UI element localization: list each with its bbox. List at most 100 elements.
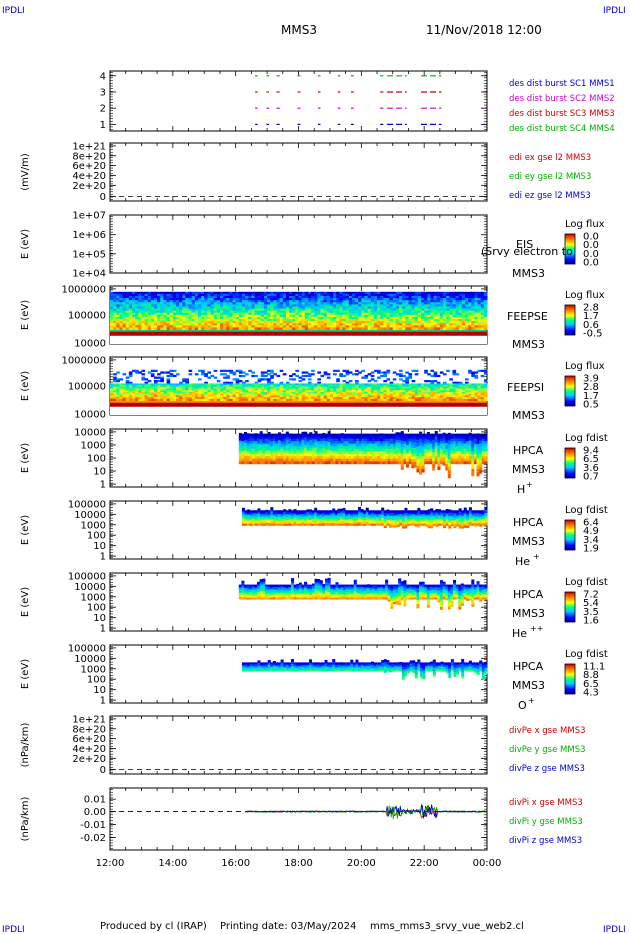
spectrogram-cell: [367, 393, 372, 396]
y-tick-label: 2: [100, 104, 106, 115]
spectrogram-cell: [433, 304, 438, 307]
y-axis-label: E (eV): [20, 371, 31, 401]
spectrogram-cell: [288, 448, 292, 452]
spectrogram-cell: [138, 390, 142, 393]
spectrogram-cell: [273, 298, 278, 301]
spectrogram-cell: [323, 302, 328, 305]
spectrogram-cell: [191, 386, 196, 390]
spectrogram-cell: [201, 321, 205, 324]
spectrogram-cell: [289, 388, 293, 391]
spectrogram-cell: [194, 393, 199, 396]
spectrogram-cell: [471, 314, 475, 318]
spectrogram-cell: [223, 300, 227, 303]
colorbar-tick-label: 0.0: [583, 258, 599, 269]
spectrogram-cell: [301, 431, 305, 435]
colorbar-title: Log flux: [565, 219, 605, 230]
spectrogram-cell: [172, 310, 177, 314]
spectrogram-cell: [291, 441, 295, 445]
spectrogram-cell: [329, 393, 334, 396]
spectrogram-cell: [207, 383, 212, 386]
spectrogram-cell: [355, 386, 359, 390]
spectrogram-cell: [405, 302, 409, 305]
spectrogram-cell: [216, 291, 221, 295]
spectrogram-cell: [213, 376, 218, 379]
spectrogram-cell: [197, 391, 202, 395]
spectrogram-cell: [465, 321, 469, 324]
spectrogram-cell: [325, 448, 329, 452]
spectrogram-cell: [461, 316, 466, 320]
spectrogram-cell: [238, 435, 242, 439]
spectrogram-cell: [157, 304, 161, 307]
spectrogram-cell: [122, 397, 127, 400]
spectrogram-cell: [342, 383, 347, 386]
spectrogram-cell: [314, 450, 318, 454]
spectrogram-cell: [298, 293, 303, 297]
spectrogram-cell: [314, 395, 318, 398]
spectrogram-cell: [461, 304, 466, 307]
spectrogram-cell: [263, 390, 268, 393]
spectrogram-cell: [141, 300, 146, 303]
spectrogram-cell: [364, 327, 369, 330]
spectrogram-cell: [364, 386, 369, 390]
spectrogram-cell: [280, 438, 284, 442]
spectrogram-cell: [339, 300, 343, 303]
spectrogram-cell: [417, 302, 422, 305]
spectrogram-cell: [446, 316, 450, 320]
spectrogram-cell: [339, 395, 343, 398]
spectrogram-cell: [449, 390, 453, 393]
spectrogram-cell: [343, 441, 347, 445]
spectrogram-cell: [319, 456, 323, 460]
spectrogram-cell: [210, 397, 215, 400]
spectrogram-cell: [351, 306, 356, 310]
spectrogram-cell: [262, 456, 266, 460]
spectrogram-cell: [336, 395, 340, 398]
spectrogram-cell: [307, 298, 312, 301]
spectrogram-cell: [327, 436, 331, 440]
spectrogram-cell: [110, 293, 114, 297]
spectrogram-cell: [251, 310, 256, 314]
spectrogram-cell: [336, 385, 340, 388]
spectrogram-cell: [439, 327, 444, 330]
spectrogram-cell: [433, 395, 438, 398]
spectrogram-cell: [245, 306, 249, 310]
spectrogram-cell: [276, 295, 281, 299]
spectrogram-cell: [141, 306, 146, 310]
spectrogram-cell: [197, 397, 202, 400]
spectrogram-cell: [436, 391, 441, 395]
y-tick-label: 6e+20: [72, 161, 106, 172]
spectrogram-cell: [411, 391, 416, 395]
spectrogram-cell: [377, 295, 381, 299]
spectrogram-cell: [175, 395, 180, 398]
spectrogram-cell: [329, 398, 334, 401]
spectrogram-cell: [338, 441, 342, 445]
spectrogram-cell: [248, 304, 252, 307]
spectrogram-cell: [276, 306, 281, 310]
spectrogram-cell: [135, 369, 139, 372]
spectrogram-cell: [293, 456, 297, 460]
spectrogram-cell: [264, 458, 268, 462]
spectrogram-cell: [370, 386, 375, 390]
spectrogram-cell: [175, 302, 180, 305]
spectrogram-cell: [201, 393, 205, 396]
spectrogram-cell: [264, 433, 268, 437]
spectrogram-cell: [291, 448, 295, 452]
spectrogram-cell: [323, 293, 328, 297]
spectrogram-cell: [216, 383, 221, 386]
spectrogram-cell: [293, 458, 297, 462]
spectrogram-cell: [197, 393, 202, 396]
spectrogram-cell: [383, 321, 387, 324]
spectrogram-cell: [153, 314, 158, 318]
spectrogram-cell: [185, 310, 190, 314]
spectrogram-cell: [326, 293, 331, 297]
spectrogram-cell: [175, 388, 180, 391]
spectrogram-cell: [414, 295, 419, 299]
spectrogram-cell: [248, 293, 252, 297]
spectrogram-cell: [264, 448, 268, 452]
spectrogram-cell: [210, 395, 215, 398]
spectrogram-cell: [128, 373, 133, 376]
spectrogram-cell: [405, 327, 409, 330]
spectrogram-cell: [210, 302, 215, 305]
spectrogram-cell: [273, 395, 278, 398]
spectrogram-cell: [480, 319, 485, 322]
spectrogram-cell: [257, 314, 262, 318]
